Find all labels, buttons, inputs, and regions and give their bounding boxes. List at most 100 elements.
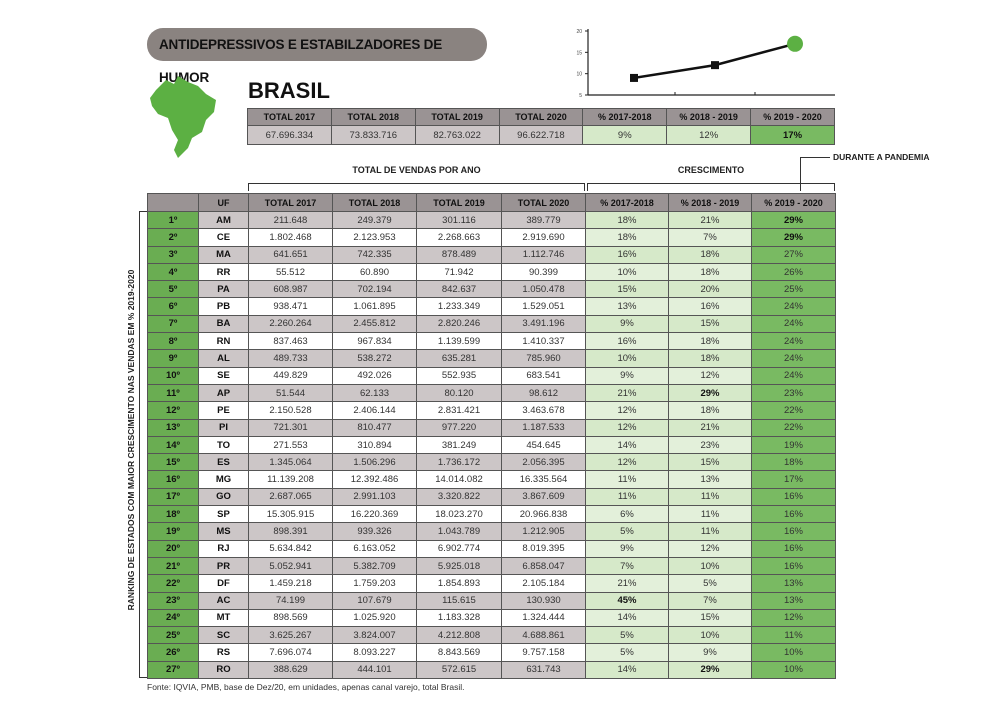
growth-2019-2020-cell: 16% — [751, 487, 836, 507]
table-row: 3º MA 641.651 742.335 878.489 1.112.746 16% 18%… — [147, 245, 836, 264]
total-2019-cell: 1.854.893 — [416, 574, 502, 593]
total-2018-cell: 810.477 — [332, 418, 417, 437]
summary-value: 67.696.334 — [247, 125, 332, 145]
total-2018-cell: 742.335 — [332, 245, 417, 264]
uf-cell: MA — [198, 245, 249, 264]
rank-cell: 23º — [147, 591, 199, 610]
rank-cell: 26º — [147, 643, 199, 662]
y-tick-label: 5 — [579, 93, 582, 99]
rank-cell: 10º — [147, 366, 199, 385]
total-2020-cell: 16.335.564 — [501, 470, 586, 489]
summary-value: 82.763.022 — [414, 125, 500, 145]
rank-cell: 17º — [147, 487, 199, 507]
total-2018-cell: 310.894 — [332, 435, 417, 455]
total-2020-cell: 130.930 — [501, 591, 586, 610]
growth-2019-2020-cell: 10% — [751, 660, 836, 680]
uf-cell: TO — [198, 435, 249, 455]
column-header: % 2018 - 2019 — [668, 193, 752, 212]
total-2020-cell: 20.966.838 — [501, 505, 586, 524]
total-2018-cell: 16.220.369 — [332, 505, 417, 524]
region-title: BRASIL — [248, 78, 330, 103]
total-2020-cell: 3.491.196 — [501, 314, 586, 334]
total-2017-cell: 608.987 — [248, 280, 333, 299]
column-header: % 2017-2018 — [585, 193, 669, 212]
total-2017-cell: 641.651 — [248, 245, 333, 264]
total-2017-cell: 1.459.218 — [248, 574, 333, 593]
total-2017-cell: 55.512 — [248, 262, 333, 282]
total-2020-cell: 2.105.184 — [501, 574, 586, 593]
total-2020-cell: 454.645 — [501, 435, 586, 455]
uf-cell: GO — [198, 487, 249, 507]
growth-2019-2020-cell: 11% — [751, 626, 836, 645]
growth-2017-2018-cell: 5% — [585, 522, 669, 541]
column-header: TOTAL 2020 — [501, 193, 586, 212]
total-2020-cell: 98.612 — [501, 383, 586, 403]
uf-cell: SE — [198, 366, 249, 385]
growth-2018-2019-cell: 11% — [668, 505, 752, 524]
growth-2017-2018-cell: 11% — [585, 487, 669, 507]
growth-2018-2019-cell: 21% — [668, 210, 752, 230]
growth-2017-2018-cell: 18% — [585, 228, 669, 247]
total-2017-cell: 11.139.208 — [248, 470, 333, 489]
totals-group-label: TOTAL DE VENDAS POR ANO — [352, 165, 481, 175]
total-2020-cell: 785.960 — [501, 349, 586, 368]
rank-cell: 1º — [147, 210, 199, 230]
uf-cell: PI — [198, 418, 249, 437]
table-row: 16º MG 11.139.208 12.392.486 14.014.082 16.33… — [147, 470, 836, 489]
rank-cell: 18º — [147, 505, 199, 524]
total-2020-cell: 1.324.444 — [501, 608, 586, 628]
total-2017-cell: 15.305.915 — [248, 505, 333, 524]
table-row: 9º AL 489.733 538.272 635.281 785.960 10% 18% 24… — [147, 349, 836, 368]
growth-2019-2020-cell: 23% — [751, 383, 836, 403]
column-header — [147, 193, 199, 212]
total-2018-cell: 1.025.920 — [332, 608, 417, 628]
growth-2018-2019-cell: 13% — [668, 470, 752, 489]
total-2017-cell: 51.544 — [248, 383, 333, 403]
total-2017-cell: 898.391 — [248, 522, 333, 541]
table-row: 13º PI 721.301 810.477 977.220 1.187.533 12% 21… — [147, 418, 836, 437]
table-row: 19º MS 898.391 939.326 1.043.789 1.212.905 5% 1… — [147, 522, 836, 541]
rank-cell: 8º — [147, 332, 199, 351]
growth-2018-2019-cell: 29% — [668, 383, 752, 403]
growth-2019-2020-cell: 24% — [751, 297, 836, 316]
growth-2019-2020-cell: 24% — [751, 332, 836, 351]
growth-2018-2019-cell: 21% — [668, 418, 752, 437]
total-2017-cell: 5.634.842 — [248, 539, 333, 558]
rank-cell: 12º — [147, 401, 199, 420]
column-header: TOTAL 2019 — [416, 193, 502, 212]
total-2018-cell: 538.272 — [332, 349, 417, 368]
total-2017-cell: 489.733 — [248, 349, 333, 368]
bracket-tick — [584, 183, 585, 191]
total-2017-cell: 2.150.528 — [248, 401, 333, 420]
total-2020-cell: 9.757.158 — [501, 643, 586, 662]
total-2020-cell: 683.541 — [501, 366, 586, 385]
growth-2017-2018-cell: 9% — [585, 539, 669, 558]
growth-2017-2018-cell: 10% — [585, 262, 669, 282]
growth-2019-2020-cell: 13% — [751, 574, 836, 593]
summary-header: TOTAL 2019 — [414, 108, 500, 126]
total-2018-cell: 3.824.007 — [332, 626, 417, 645]
growth-group-label: CRESCIMENTO — [677, 165, 745, 175]
growth-bracket — [587, 183, 835, 184]
growth-2018-2019-cell: 10% — [668, 626, 752, 645]
total-2020-cell: 4.688.861 — [501, 626, 586, 645]
uf-cell: PE — [198, 401, 249, 420]
growth-2018-2019-cell: 20% — [668, 280, 752, 299]
growth-2018-2019-cell: 18% — [668, 262, 752, 282]
total-2018-cell: 249.379 — [332, 210, 417, 230]
total-2018-cell: 444.101 — [332, 660, 417, 680]
y-tick-label: 10 — [576, 72, 582, 78]
growth-2017-2018-cell: 5% — [585, 626, 669, 645]
total-2018-cell: 2.406.144 — [332, 401, 417, 420]
growth-2017-2018-cell: 9% — [585, 314, 669, 334]
summary-header: % 2017-2018 — [582, 108, 668, 126]
rank-cell: 14º — [147, 435, 199, 455]
total-2019-cell: 4.212.808 — [416, 626, 502, 645]
total-2020-cell: 3.463.678 — [501, 401, 586, 420]
table-row: 21º PR 5.052.941 5.382.709 5.925.018 6.858.04… — [147, 556, 836, 576]
growth-2017-2018-cell: 21% — [585, 574, 669, 593]
uf-cell: RN — [198, 332, 249, 351]
total-2018-cell: 60.890 — [332, 262, 417, 282]
growth-2018-2019-cell: 5% — [668, 574, 752, 593]
total-2019-cell: 14.014.082 — [416, 470, 502, 489]
